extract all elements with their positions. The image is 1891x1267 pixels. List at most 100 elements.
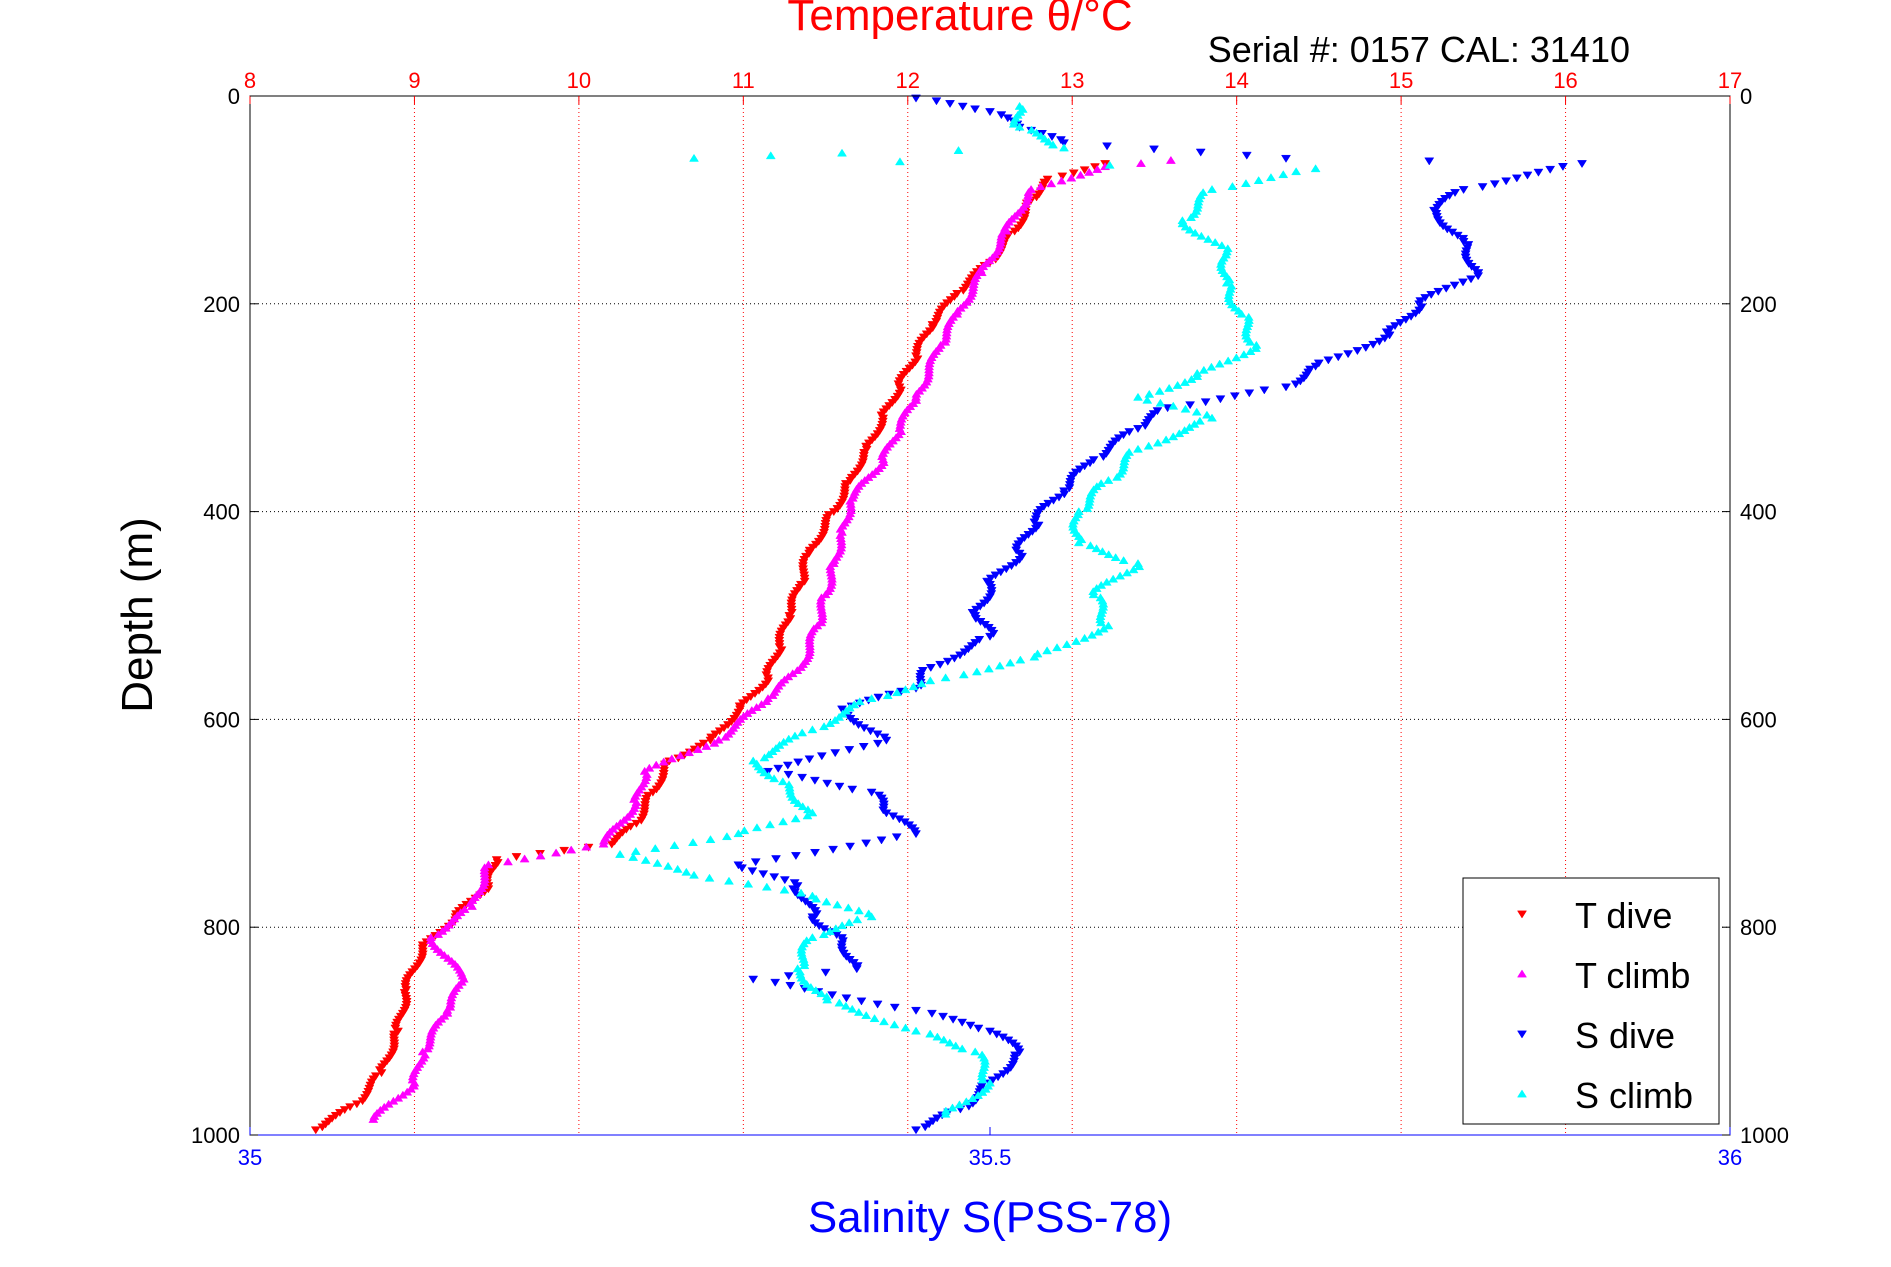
data-point: [310, 1126, 321, 1135]
data-point: [844, 918, 855, 927]
data-point: [957, 102, 968, 111]
data-point: [1061, 640, 1072, 648]
temperature-tick-label: 16: [1553, 68, 1577, 93]
data-point: [891, 833, 902, 842]
data-point: [669, 841, 680, 849]
data-point: [511, 853, 522, 862]
data-point: [834, 712, 845, 721]
data-point: [821, 897, 832, 906]
data-point: [944, 1038, 955, 1047]
data-point: [1085, 541, 1096, 550]
data-point: [942, 657, 953, 666]
data-point: [900, 685, 911, 694]
data-point: [1290, 380, 1301, 389]
data-point: [598, 839, 609, 848]
data-point: [704, 873, 715, 882]
data-point: [938, 1012, 949, 1021]
data-point: [852, 915, 863, 924]
data-point: [845, 842, 856, 851]
data-point: [965, 1021, 976, 1030]
data-point: [692, 745, 703, 753]
data-point: [748, 975, 759, 984]
data-point: [1533, 168, 1544, 177]
data-point: [1352, 347, 1363, 356]
grid: [250, 96, 1730, 1135]
data-point: [847, 1004, 858, 1013]
data-point: [1180, 222, 1191, 231]
data-point: [911, 94, 921, 103]
data-point: [1059, 143, 1069, 152]
data-point: [876, 836, 887, 845]
data-point: [865, 727, 876, 736]
data-point: [1265, 173, 1276, 182]
data-point: [733, 829, 744, 838]
depth-tick-label: 0: [228, 84, 240, 109]
data-point: [818, 930, 829, 939]
temperature-tick-label: 10: [567, 68, 591, 93]
data-point: [866, 788, 877, 797]
data-point: [1231, 353, 1242, 362]
data-point: [1196, 231, 1207, 240]
data-point: [866, 694, 877, 703]
data-point: [810, 986, 821, 994]
data-point: [810, 848, 820, 857]
data-point: [856, 997, 867, 1006]
data-point: [926, 1009, 937, 1018]
data-point: [785, 981, 796, 990]
data-point: [1180, 377, 1190, 386]
data-point: [1194, 416, 1205, 425]
data-point: [783, 770, 794, 779]
data-point: [1091, 544, 1102, 553]
data-point: [945, 100, 955, 109]
data-point: [1008, 119, 1019, 128]
legend-marker: [1517, 1030, 1527, 1039]
data-point: [900, 1023, 911, 1032]
data-point: [816, 752, 827, 761]
data-point: [971, 667, 982, 676]
data-point: [778, 737, 789, 746]
chart-title: Temperature θ/°C: [787, 0, 1132, 40]
legend-label: S dive: [1575, 1015, 1675, 1056]
data-point: [1059, 139, 1069, 148]
data-point: [828, 845, 839, 854]
data-point: [1241, 151, 1252, 160]
data-point: [947, 1103, 958, 1112]
data-point: [640, 855, 651, 864]
temperature-tick-label: 12: [896, 68, 920, 93]
data-point: [847, 785, 858, 794]
data-point: [1103, 550, 1114, 559]
depth-tick-label: 600: [203, 707, 240, 732]
data-point: [368, 1114, 379, 1123]
data-point: [658, 757, 669, 766]
data-point: [925, 664, 936, 672]
data-point: [797, 773, 808, 782]
data-point: [793, 758, 804, 767]
depth-tick-label: 200: [203, 292, 240, 317]
data-point: [837, 148, 847, 157]
depth-tick-label: 400: [203, 500, 240, 525]
salinity-tick-label: 35.5: [969, 1145, 1012, 1170]
data-point: [1110, 553, 1121, 562]
data-point: [630, 846, 641, 855]
data-point: [1244, 389, 1255, 398]
data-point: [1186, 374, 1197, 383]
data-point: [834, 998, 845, 1007]
data-point: [1189, 419, 1200, 428]
data-point: [1281, 383, 1291, 392]
data-point: [801, 979, 812, 988]
data-point: [1075, 170, 1086, 179]
temperature-tick-label: 13: [1060, 68, 1084, 93]
data-point: [467, 901, 477, 910]
data-point: [1253, 176, 1264, 185]
data-point: [807, 808, 818, 817]
data-point: [1236, 309, 1247, 318]
data-point: [1084, 167, 1095, 176]
data-point: [920, 1123, 931, 1132]
data-point: [807, 933, 818, 941]
data-point: [911, 1026, 921, 1035]
data-point: [1096, 580, 1107, 589]
data-point: [606, 840, 617, 849]
data-point: [950, 1041, 961, 1050]
data-point: [1343, 350, 1354, 359]
